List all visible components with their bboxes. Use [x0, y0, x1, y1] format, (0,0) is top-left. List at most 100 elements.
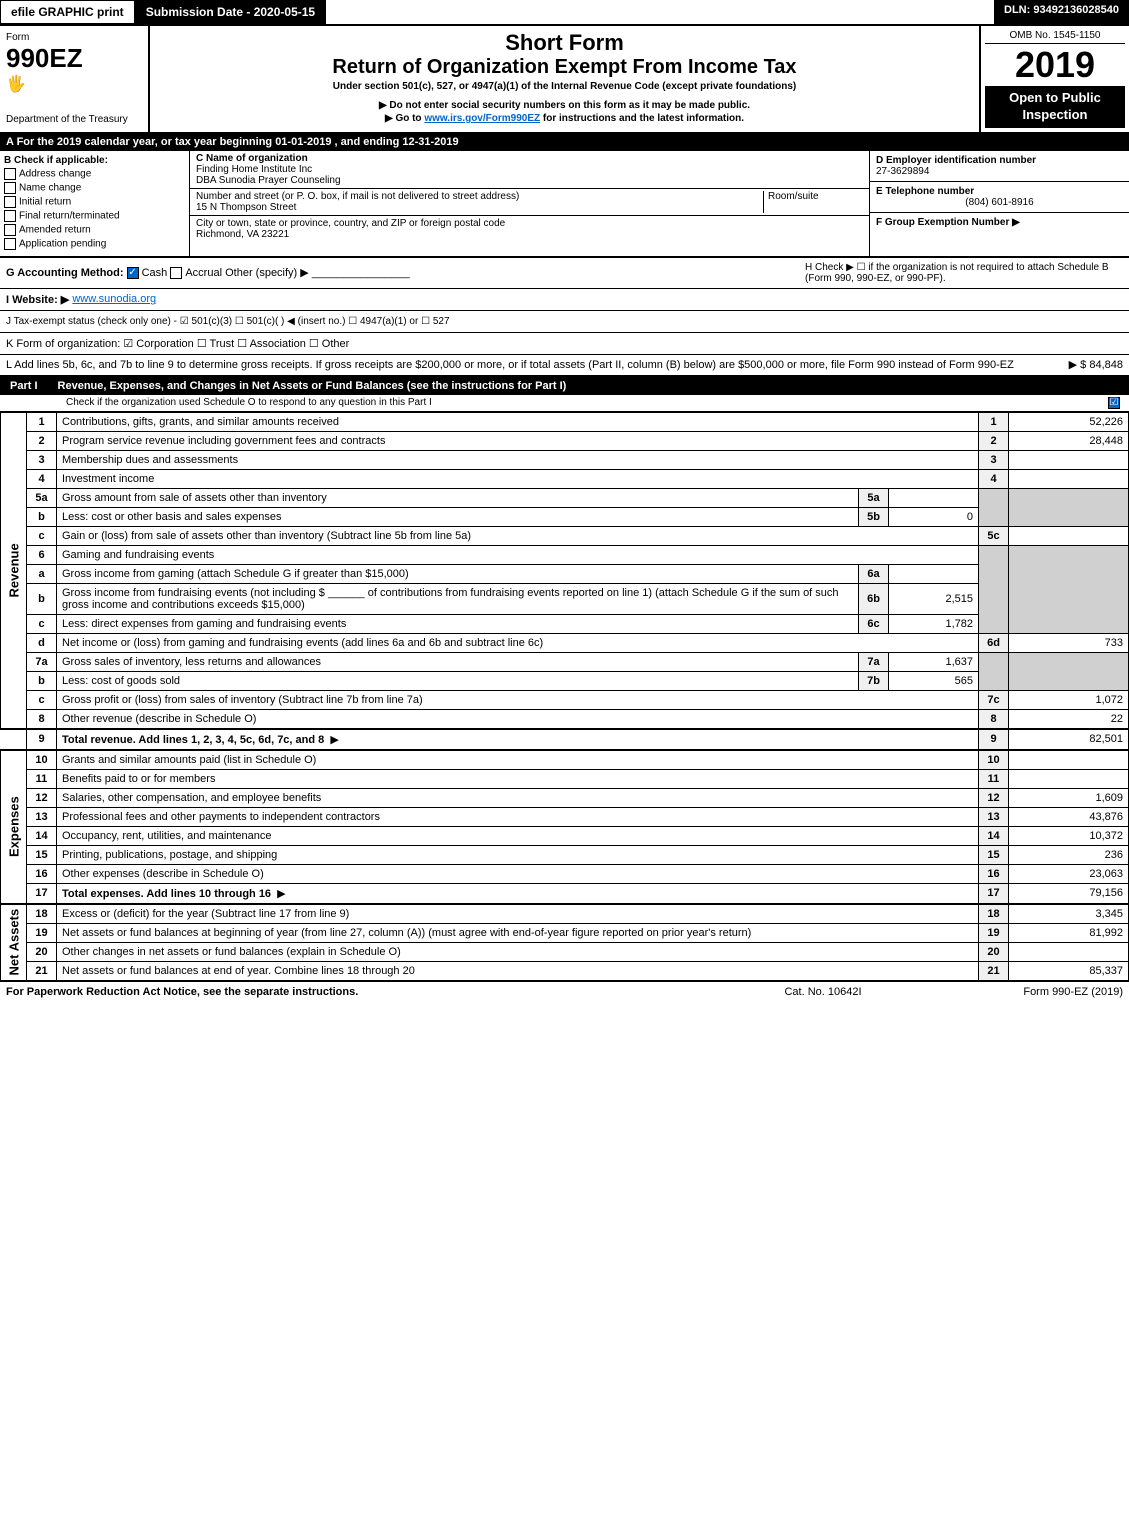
city-row: City or town, state or province, country…: [190, 216, 869, 242]
expenses-section-label: Expenses: [1, 750, 27, 904]
line-1-num: 1: [27, 412, 57, 431]
box-c-label: C Name of organization: [196, 153, 863, 164]
irs-link[interactable]: www.irs.gov/Form990EZ: [424, 113, 540, 124]
line-7a-box: 7a: [859, 652, 889, 671]
page-footer: For Paperwork Reduction Act Notice, see …: [0, 981, 1129, 1002]
header-center: Short Form Return of Organization Exempt…: [150, 26, 979, 132]
subtext-2: ▶ Do not enter social security numbers o…: [158, 100, 971, 111]
row-k: K Form of organization: ☑ Corporation ☐ …: [0, 333, 1129, 355]
line-7c-box: 7c: [979, 690, 1009, 709]
box-h: H Check ▶ ☐ if the organization is not r…: [799, 258, 1129, 288]
line-11-desc: Benefits paid to or for members: [62, 773, 215, 785]
line-6c-desc: Less: direct expenses from gaming and fu…: [62, 618, 346, 630]
box-l-text: L Add lines 5b, 6c, and 7b to line 9 to …: [6, 359, 1069, 371]
other-label: Other (specify) ▶: [225, 267, 309, 279]
check-label-0: Address change: [19, 168, 91, 179]
short-form-title: Short Form: [158, 30, 971, 56]
line-17-amt: 79,156: [1009, 883, 1129, 904]
line-18-box: 18: [979, 904, 1009, 924]
line-3-amt: [1009, 450, 1129, 469]
line-19-box: 19: [979, 923, 1009, 942]
grey-6: [979, 545, 1009, 633]
line-15-box: 15: [979, 845, 1009, 864]
check-cash[interactable]: ✓: [127, 267, 139, 279]
check-final-return[interactable]: Final return/terminated: [4, 210, 185, 222]
line-2-amt: 28,448: [1009, 431, 1129, 450]
line-2-box: 2: [979, 431, 1009, 450]
line-6d-desc: Net income or (loss) from gaming and fun…: [62, 637, 543, 649]
line-6a-amt: [889, 564, 979, 583]
line-16-desc: Other expenses (describe in Schedule O): [62, 868, 264, 880]
sub3-suffix: for instructions and the latest informat…: [540, 113, 744, 124]
check-name-change[interactable]: Name change: [4, 182, 185, 194]
check-label-3: Final return/terminated: [19, 210, 120, 221]
tax-period-row: A For the 2019 calendar year, or tax yea…: [0, 134, 1129, 151]
line-7c-amt: 1,072: [1009, 690, 1129, 709]
line-1-box: 1: [979, 412, 1009, 431]
line-21-desc: Net assets or fund balances at end of ye…: [62, 965, 415, 977]
main-title: Return of Organization Exempt From Incom…: [158, 56, 971, 79]
line-7a-amt: 1,637: [889, 652, 979, 671]
check-label-1: Name change: [19, 182, 81, 193]
line-6c-amt: 1,782: [889, 614, 979, 633]
footer-left: For Paperwork Reduction Act Notice, see …: [6, 986, 723, 998]
submission-date-button[interactable]: Submission Date - 2020-05-15: [135, 0, 326, 24]
line-4-box: 4: [979, 469, 1009, 488]
line-8-box: 8: [979, 709, 1009, 729]
row-g-h: G Accounting Method: ✓Cash Accrual Other…: [0, 258, 1129, 289]
line-7a-desc: Gross sales of inventory, less returns a…: [62, 656, 321, 668]
line-12-amt: 1,609: [1009, 788, 1129, 807]
line-2-desc: Program service revenue including govern…: [62, 435, 385, 447]
line-15-amt: 236: [1009, 845, 1129, 864]
footer-mid: Cat. No. 10642I: [723, 986, 923, 998]
line-19-amt: 81,992: [1009, 923, 1129, 942]
line-12-desc: Salaries, other compensation, and employ…: [62, 792, 321, 804]
line-9-desc: Total revenue. Add lines 1, 2, 3, 4, 5c,…: [62, 734, 324, 746]
form-number: 990EZ: [6, 43, 142, 74]
subtext-3: ▶ Go to www.irs.gov/Form990EZ for instru…: [158, 113, 971, 124]
toolbar-spacer: [326, 0, 994, 24]
line-10-box: 10: [979, 750, 1009, 770]
line-1-amt: 52,226: [1009, 412, 1129, 431]
box-e: E Telephone number (804) 601-8916: [870, 182, 1129, 213]
line-13-box: 13: [979, 807, 1009, 826]
line-5b-box: 5b: [859, 507, 889, 526]
box-f-label: F Group Exemption Number ▶: [876, 217, 1020, 228]
street-label: Number and street (or P. O. box, if mail…: [196, 191, 763, 202]
subtext-1: Under section 501(c), 527, or 4947(a)(1)…: [158, 81, 971, 92]
part1-tag: Part I: [0, 377, 48, 395]
part1-title: Revenue, Expenses, and Changes in Net As…: [48, 377, 1129, 395]
open-public-badge: Open to Public Inspection: [985, 86, 1125, 128]
check-label-2: Initial return: [19, 196, 71, 207]
line-19-desc: Net assets or fund balances at beginning…: [62, 927, 751, 939]
line-4-desc: Investment income: [62, 473, 154, 485]
line-6b-amt: 2,515: [889, 583, 979, 614]
room-label: Room/suite: [763, 191, 863, 213]
line-14-amt: 10,372: [1009, 826, 1129, 845]
efile-print-button[interactable]: efile GRAPHIC print: [0, 0, 135, 24]
schedule-o-check-row: Check if the organization used Schedule …: [0, 395, 1129, 412]
check-address-change[interactable]: Address change: [4, 168, 185, 180]
line-1-desc: Contributions, gifts, grants, and simila…: [62, 416, 339, 428]
website-link[interactable]: www.sunodia.org: [72, 293, 156, 305]
check-amended-return[interactable]: Amended return: [4, 224, 185, 236]
line-13-amt: 43,876: [1009, 807, 1129, 826]
box-i-label: I Website: ▶: [6, 293, 69, 306]
sub3-prefix: ▶ Go to: [385, 113, 424, 124]
box-b-label: B Check if applicable:: [4, 155, 185, 166]
check-application-pending[interactable]: Application pending: [4, 238, 185, 250]
schedule-o-checkbox[interactable]: ☑: [1108, 397, 1120, 409]
line-10-amt: [1009, 750, 1129, 770]
check-accrual[interactable]: [170, 267, 182, 279]
cash-label: Cash: [142, 267, 168, 279]
box-f: F Group Exemption Number ▶: [870, 213, 1129, 232]
line-17-box: 17: [979, 883, 1009, 904]
org-info-block: B Check if applicable: Address change Na…: [0, 151, 1129, 258]
omb-number: OMB No. 1545-1150: [985, 30, 1125, 44]
row-l: L Add lines 5b, 6c, and 7b to line 9 to …: [0, 355, 1129, 377]
check-label-5: Application pending: [19, 238, 106, 249]
line-6-desc: Gaming and fundraising events: [62, 549, 214, 561]
line-20-desc: Other changes in net assets or fund bala…: [62, 946, 401, 958]
check-initial-return[interactable]: Initial return: [4, 196, 185, 208]
box-g-label: G Accounting Method:: [6, 267, 124, 279]
